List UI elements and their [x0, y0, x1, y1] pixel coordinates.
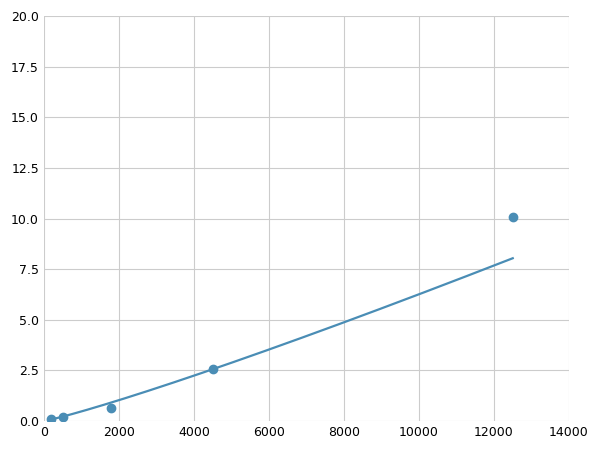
Point [508, 213, 518, 220]
Point [107, 405, 116, 412]
Point [58, 414, 67, 421]
Point [47, 415, 56, 423]
Point [208, 366, 217, 373]
